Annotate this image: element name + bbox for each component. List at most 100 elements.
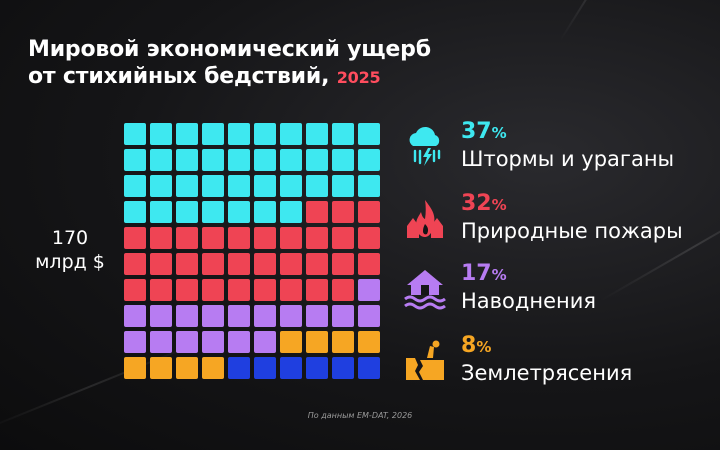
title-line-2-text: от стихийных бедствий, [28,64,330,89]
waffle-cell [306,305,328,327]
waffle-cell [150,331,172,353]
legend-label: Штормы и ураганы [461,147,675,171]
waffle-cell [202,253,224,275]
waffle-cell [124,305,146,327]
background-streak [559,0,667,42]
legend-percent: 8% [461,332,491,361]
waffle-cell [150,305,172,327]
waffle-cell [176,201,198,223]
waffle-cell [176,331,198,353]
waffle-cell [306,201,328,223]
waffle-cell [306,149,328,171]
waffle-cell [306,279,328,301]
waffle-cell [332,149,354,171]
waffle-cell [228,357,250,379]
waffle-cell [280,201,302,223]
percent-sign: % [491,124,507,142]
waffle-cell [150,253,172,275]
waffle-cell [124,279,146,301]
waffle-cell [228,201,250,223]
title-year: 2025 [336,68,381,87]
waffle-cell [306,357,328,379]
waffle-cell [202,201,224,223]
waffle-cell [228,175,250,197]
waffle-cell [254,279,276,301]
waffle-cell [124,123,146,145]
waffle-cell [332,175,354,197]
waffle-cell [124,253,146,275]
waffle-cell [306,227,328,249]
waffle-cell [332,357,354,379]
waffle-cell [358,123,380,145]
waffle-grid [124,123,384,383]
waffle-cell [254,149,276,171]
waffle-cell [280,331,302,353]
waffle-cell [358,305,380,327]
waffle-cell [280,357,302,379]
waffle-cell [254,357,276,379]
waffle-cell [358,201,380,223]
background-streak [599,190,720,302]
percent-value: 37 [461,119,492,144]
waffle-cell [332,201,354,223]
waffle-cell [202,123,224,145]
waffle-cell [228,123,250,145]
wildfire-icon [407,200,443,238]
source-note: По данным EM-DAT, 2026 [307,411,413,420]
waffle-cell [280,279,302,301]
waffle-cell [332,123,354,145]
waffle-cell [254,123,276,145]
waffle-cell [280,175,302,197]
waffle-cell [254,201,276,223]
waffle-cell [228,279,250,301]
waffle-cell [306,253,328,275]
waffle-cell [150,279,172,301]
title-line-2: от стихийных бедствий, 2025 [28,63,431,91]
legend-label: Наводнения [461,289,597,313]
percent-sign: % [491,196,507,214]
waffle-cell [176,253,198,275]
percent-value: 8 [461,333,477,358]
waffle-cell [358,149,380,171]
waffle-cell [124,149,146,171]
waffle-cell [176,227,198,249]
waffle-cell [202,149,224,171]
waffle-cell [124,227,146,249]
percent-value: 17 [461,261,492,286]
waffle-cell [358,175,380,197]
legend-label: Природные пожары [461,219,683,243]
waffle-cell [176,175,198,197]
earthquake-icon [406,340,444,380]
waffle-cell [150,357,172,379]
waffle-cell [176,149,198,171]
legend-percent: 37% [461,118,507,147]
waffle-cell [254,253,276,275]
percent-value: 32 [461,191,492,216]
legend-percent: 32% [461,190,507,219]
waffle-cell [150,123,172,145]
waffle-cell [254,227,276,249]
total-unit: млрд $ [35,251,105,273]
waffle-cell [306,175,328,197]
legend-label: Землетрясения [461,361,633,385]
chart-title: Мировой экономический ущерб от стихийных… [28,36,431,91]
waffle-cell [358,279,380,301]
legend-percent: 17% [461,260,507,289]
waffle-cell [228,331,250,353]
waffle-cell [202,175,224,197]
waffle-cell [280,227,302,249]
waffle-cell [176,305,198,327]
waffle-cell [306,331,328,353]
waffle-cell [228,253,250,275]
waffle-cell [332,227,354,249]
waffle-cell [358,331,380,353]
waffle-cell [124,175,146,197]
waffle-cell [332,331,354,353]
waffle-cell [280,149,302,171]
waffle-cell [124,331,146,353]
waffle-cell [228,305,250,327]
waffle-cell [202,279,224,301]
waffle-cell [332,279,354,301]
waffle-cell [176,123,198,145]
waffle-cell [202,357,224,379]
